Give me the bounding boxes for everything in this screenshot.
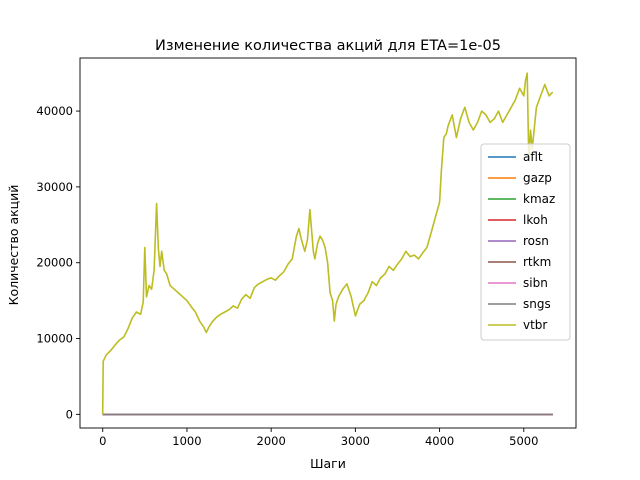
y-axis-ticks: 0 10000 20000 30000 40000 [36, 104, 80, 421]
y-tick-label-20000: 20000 [36, 256, 73, 270]
legend-label-lkoh: lkoh [523, 213, 548, 227]
x-axis-label: Шаги [310, 456, 346, 471]
x-axis-ticks: 0 1000 2000 3000 4000 5000 [99, 428, 538, 448]
chart-title: Изменение количества акций для ETA=1e-05 [155, 38, 501, 54]
x-tick-label-4000: 4000 [425, 434, 454, 448]
y-tick-label-40000: 40000 [36, 104, 73, 118]
y-tick-label-30000: 30000 [36, 180, 73, 194]
legend-label-sibn: sibn [523, 276, 548, 290]
y-tick-label-10000: 10000 [36, 332, 73, 346]
legend-label-vtbr: vtbr [523, 318, 547, 332]
x-tick-label-0: 0 [99, 434, 106, 448]
series-layer [101, 72, 554, 416]
legend-label-rtkm: rtkm [523, 255, 551, 269]
legend-frame [480, 143, 571, 341]
plot-frame [79, 57, 577, 429]
series-line-vtbr [101, 72, 554, 415]
x-tick-label-1000: 1000 [172, 434, 201, 448]
x-tick-label-3000: 3000 [341, 434, 370, 448]
legend-label-sngs: sngs [523, 297, 551, 311]
x-tick-label-2000: 2000 [257, 434, 286, 448]
legend-label-kmaz: kmaz [523, 192, 555, 206]
legend-items: aflt gazp kmaz lkoh rosn rtkm sibn sngs vtbr [488, 150, 555, 332]
y-axis-label: Количество акций [6, 185, 21, 306]
legend-label-gazp: gazp [523, 171, 552, 185]
legend-label-rosn: rosn [523, 234, 549, 248]
legend: aflt gazp kmaz lkoh rosn rtkm sibn sngs vtbr [480, 143, 571, 341]
y-tick-label-0: 0 [66, 407, 73, 421]
legend-label-aflt: aflt [523, 150, 543, 164]
x-tick-label-5000: 5000 [509, 434, 538, 448]
plot-area [79, 57, 577, 429]
